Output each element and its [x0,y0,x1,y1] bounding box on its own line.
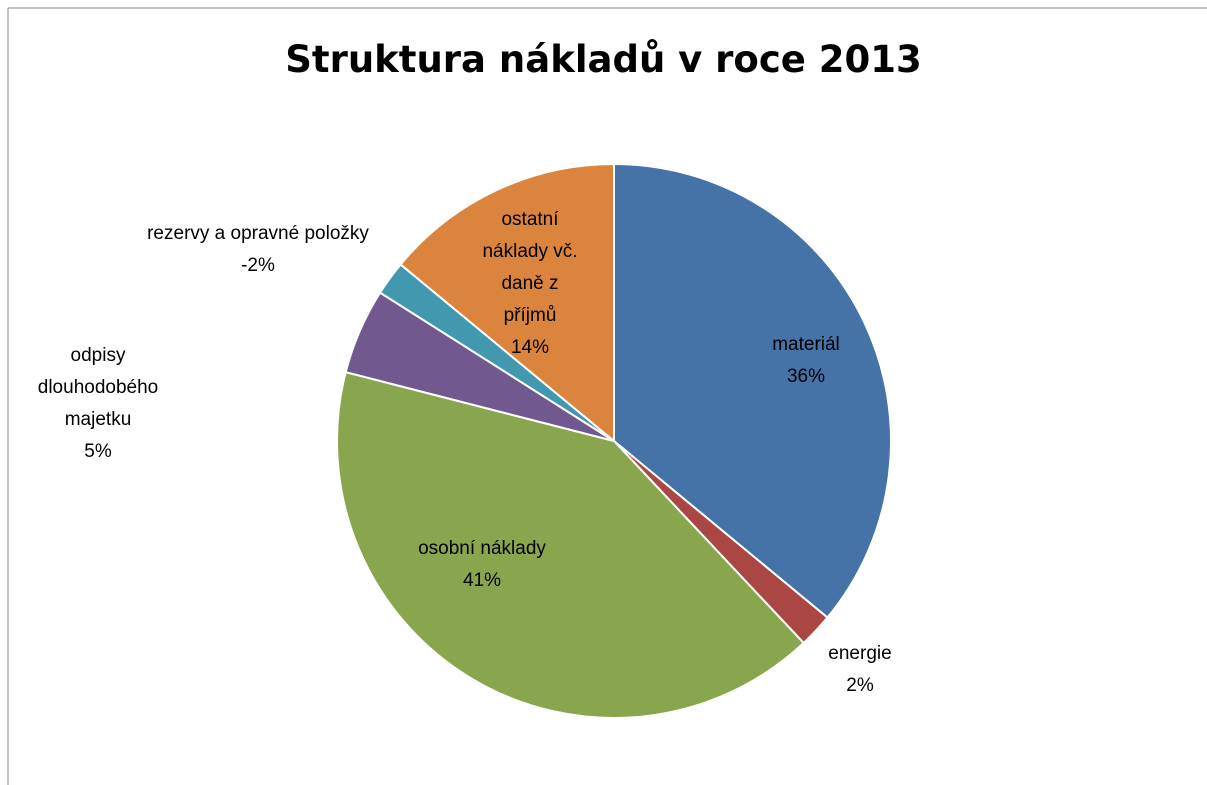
chart-title: Struktura nákladů v roce 2013 [285,38,922,81]
category-label: ostatní náklady vč. daně z příjmů [482,209,578,326]
data-label: odpisy dlouhodobého majetku 5% [23,340,173,468]
category-label: energie [828,643,892,664]
pie-slice [399,162,615,444]
value-label: 5% [84,441,112,462]
value-label: -2% [241,255,275,276]
category-label: odpisy dlouhodobého majetku [37,345,159,430]
value-label: 36% [786,366,826,387]
data-label: materiál 36% [746,329,866,393]
data-label: osobní náklady 41% [382,533,582,597]
category-label: rezervy a opravné položky [147,223,369,244]
data-label: ostatní náklady vč. daně z příjmů 14% [473,204,588,364]
category-label: materiál [772,334,840,355]
data-label: rezervy a opravné položky -2% [143,218,373,282]
value-label: 2% [846,675,874,696]
pie-slice [336,370,806,719]
value-label: 14% [510,337,550,358]
data-label: energie 2% [800,638,920,702]
pie-slice [613,162,892,619]
value-label: 41% [462,570,502,591]
category-label: osobní náklady [418,538,546,559]
